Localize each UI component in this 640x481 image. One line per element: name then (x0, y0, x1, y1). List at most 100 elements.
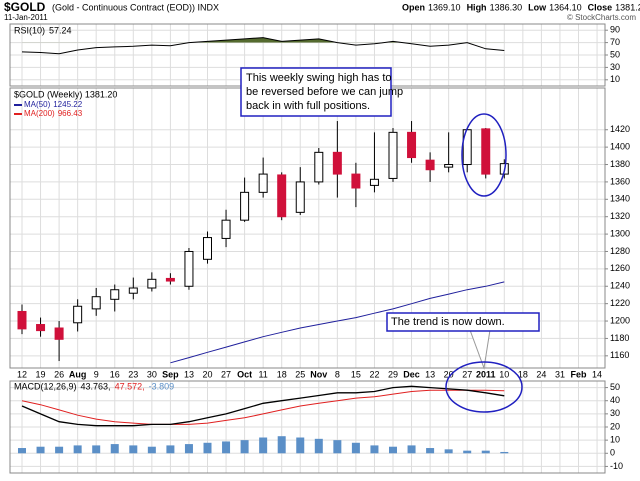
y-tick-label: -10 (610, 461, 623, 471)
y-tick-label: 40 (610, 395, 620, 405)
histogram-bar (426, 448, 435, 454)
y-tick-label: 1220 (610, 298, 630, 308)
y-tick-label: 1340 (610, 194, 630, 204)
panel-frame (9, 380, 606, 474)
stat-label: Low (528, 2, 547, 12)
x-tick-label: 25 (295, 369, 305, 379)
histogram-bar (129, 445, 138, 454)
legend-last: 966.43 (58, 109, 83, 118)
candle-body (91, 296, 101, 310)
candle-body (203, 237, 212, 260)
histogram-bar (444, 449, 453, 454)
stat-value: 1364.10 (549, 2, 582, 12)
x-tick-label: 29 (388, 369, 398, 379)
x-tick-label: 27 (221, 369, 231, 379)
candle-body (351, 173, 361, 189)
histogram-bar (222, 441, 231, 454)
macd-reading: 47.572, (115, 381, 145, 391)
histogram-bar (259, 437, 268, 454)
y-tick-label: 10 (610, 435, 620, 445)
x-tick-label: 24 (536, 369, 546, 379)
x-tick-label: Aug (69, 369, 87, 379)
candle-body (240, 191, 250, 221)
x-tick-label: 15 (351, 369, 361, 379)
annotation-box (386, 312, 540, 332)
candle-body (73, 305, 83, 324)
annotation-text: be reversed before we can jump (246, 86, 403, 98)
x-tick-label: Nov (310, 369, 327, 379)
rsi-last: 57.24 (49, 25, 72, 35)
x-tick-label: Feb (570, 369, 587, 379)
candle-body (258, 173, 268, 193)
y-tick-label: 1300 (610, 228, 630, 238)
x-tick-label: 8 (335, 369, 340, 379)
candle-body (425, 159, 435, 171)
x-tick-label: 26 (54, 369, 64, 379)
y-tick-label: 70 (610, 37, 620, 47)
y-tick-label: 50 (610, 49, 620, 59)
x-tick-label: 9 (94, 369, 99, 379)
y-tick-label: 1240 (610, 281, 630, 291)
histogram-bar (92, 445, 101, 454)
histogram-bar (18, 448, 26, 454)
candle-body (36, 324, 46, 332)
x-tick-label: Dec (403, 369, 420, 379)
macd-reading: 43.763, (81, 381, 111, 391)
histogram-bar (36, 446, 45, 454)
histogram-bar (55, 446, 64, 454)
candle-body (295, 181, 305, 213)
histogram-bar (277, 436, 286, 454)
y-tick-label: 30 (610, 408, 620, 418)
candle-body (407, 131, 417, 159)
x-tick-label: 31 (555, 369, 565, 379)
stat-label: Open (402, 2, 425, 12)
candle-body (128, 287, 138, 294)
x-tick-label: 16 (110, 369, 120, 379)
candle-body (184, 250, 194, 287)
x-tick-label: 2011 (476, 369, 496, 379)
y-tick-label: 1380 (610, 159, 630, 169)
histogram-bar (296, 437, 305, 454)
y-tick-label: 50 (610, 382, 620, 392)
x-tick-label: 14 (592, 369, 602, 379)
histogram-bar (407, 445, 416, 454)
candle-body (110, 289, 120, 300)
x-tick-label: 22 (369, 369, 379, 379)
histogram-bar (110, 444, 119, 454)
x-tick-label: 23 (128, 369, 138, 379)
candle-body (369, 178, 379, 186)
candle-body (388, 131, 398, 179)
signal-line (21, 389, 505, 425)
candle-body (54, 327, 64, 340)
y-tick-label: 1360 (610, 176, 630, 186)
x-tick-label: 20 (202, 369, 212, 379)
x-tick-label: Oct (237, 369, 252, 379)
histogram-bar (500, 451, 509, 454)
chart-title: $GOLD (4, 0, 46, 14)
histogram-bar (166, 445, 175, 454)
y-tick-label: 0 (610, 448, 615, 458)
y-tick-label: 1320 (610, 211, 630, 221)
x-tick-label: 13 (184, 369, 194, 379)
y-tick-label: 1400 (610, 142, 630, 152)
chart-date: 11-Jan-2011 (4, 13, 48, 22)
legend-name: MA(50) (24, 100, 51, 109)
credit: © StockCharts.com (567, 13, 636, 22)
rsi-label: RSI(10) (14, 25, 45, 35)
rsi-line (21, 37, 505, 55)
y-tick-label: 10 (610, 74, 620, 84)
y-tick-label: 30 (610, 62, 620, 72)
y-tick-label: 1280 (610, 246, 630, 256)
y-tick-label: 1160 (610, 350, 629, 360)
macd-label: MACD(12,26,9) (14, 381, 77, 391)
x-tick-label: 18 (518, 369, 528, 379)
annotation-text: back in with full positions. (246, 100, 370, 112)
y-tick-label: 1200 (610, 315, 630, 325)
x-tick-label: 19 (36, 369, 46, 379)
histogram-bar (389, 446, 397, 454)
x-tick-label: 20 (444, 369, 454, 379)
histogram-bar (351, 442, 360, 454)
histogram-bar (370, 445, 379, 454)
x-tick-label: 30 (147, 369, 157, 379)
